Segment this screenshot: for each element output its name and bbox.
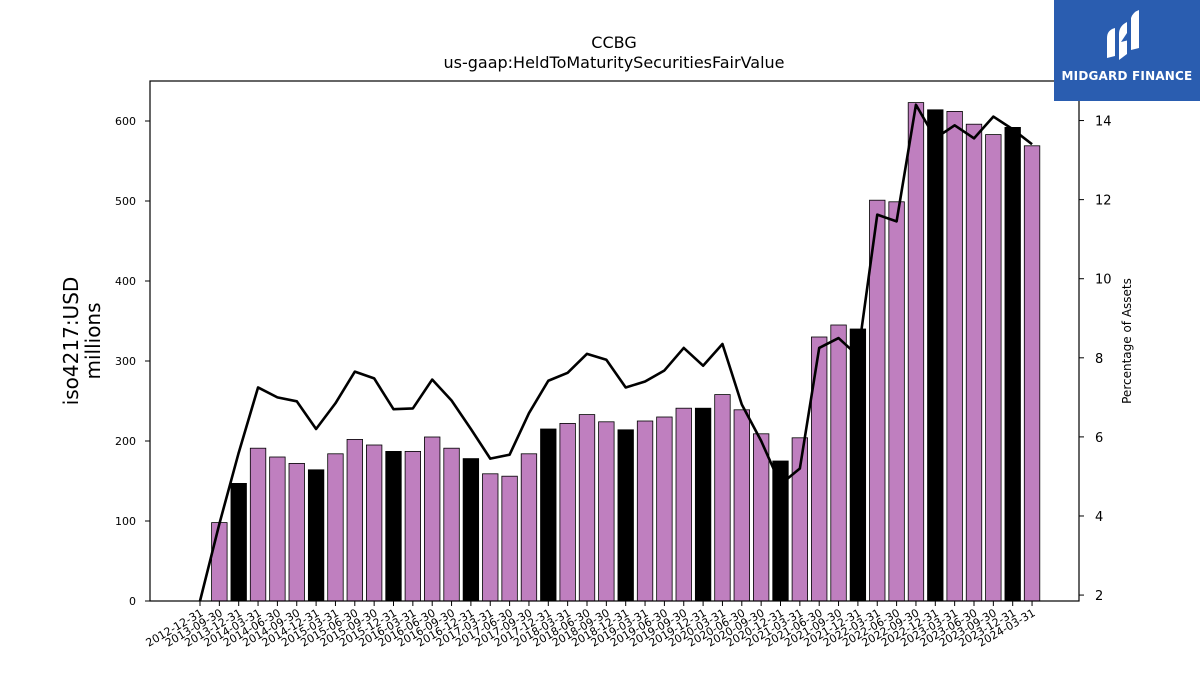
bar-2022-06-30 — [888, 201, 905, 602]
percentage-line — [198, 103, 1033, 602]
y2-tick-label: 6 — [1095, 431, 1103, 446]
y2-tick-label: 14 — [1095, 115, 1112, 130]
y2-tick-label: 10 — [1095, 273, 1112, 288]
chart-title: CCBG — [591, 33, 636, 52]
bar-2024-03-31 — [1023, 145, 1041, 602]
y-axis-label: iso4217:USDmillions — [59, 277, 105, 406]
bar-2018-03-31 — [559, 422, 576, 602]
y-axis-left: 0 100 200 300 400 500 600 — [115, 115, 150, 608]
y-tick-label: 0 — [129, 595, 136, 608]
bar-2022-12-31 — [927, 109, 944, 602]
logo-text: MIDGARD FINANCE — [1061, 69, 1193, 83]
chart-subtitle: us-gaap:HeldToMaturitySecuritiesFairValu… — [443, 53, 784, 72]
y-tick-label: 200 — [115, 435, 136, 448]
bar-2021-09-30 — [830, 324, 847, 602]
y2-tick-label: 8 — [1095, 352, 1103, 367]
bar-2015-06-30 — [346, 438, 363, 602]
bar-2020-06-30 — [733, 409, 750, 602]
y-tick-label: 100 — [115, 515, 136, 528]
bar-2018-06-30 — [578, 414, 596, 602]
bar-2015-12-31 — [385, 450, 402, 602]
x-axis: 2012-12-312013-09-302013-12-312014-03-31… — [144, 601, 1038, 650]
logo-icon — [1107, 10, 1139, 60]
y-tick-label: 500 — [115, 195, 136, 208]
bar-2022-09-30 — [907, 102, 925, 602]
bar-2016-03-31 — [404, 450, 422, 602]
bar-series — [211, 102, 1041, 602]
bar-2016-06-30 — [424, 436, 441, 602]
y2-tick-label: 4 — [1095, 510, 1103, 525]
y2-tick-label: 2 — [1095, 589, 1103, 604]
midgard-finance-logo: MIDGARD FINANCE — [1054, 0, 1200, 101]
bar-2020-03-31 — [714, 394, 731, 602]
bar-2013-12-31 — [230, 482, 247, 602]
bar-2019-09-30 — [675, 407, 692, 602]
plot-frame — [149, 80, 1080, 602]
bar-2015-09-30 — [365, 444, 383, 602]
y-tick-label: 400 — [115, 275, 136, 288]
bar-2023-03-31 — [946, 111, 963, 602]
bar-2018-09-30 — [598, 421, 615, 602]
bar-2019-06-30 — [656, 416, 673, 602]
bar-2016-12-31 — [462, 458, 480, 602]
bar-2021-12-31 — [849, 328, 867, 602]
bar-2015-03-31 — [327, 453, 344, 602]
bar-2020-09-30 — [753, 433, 770, 602]
bar-2016-09-30 — [443, 447, 460, 602]
y-axis-right: 2 4 6 8 10 12 14 — [1079, 115, 1112, 604]
line-series — [198, 103, 1033, 602]
bar-2017-06-30 — [501, 475, 518, 602]
bar-2017-03-31 — [482, 473, 499, 602]
y-tick-label: 600 — [115, 115, 136, 128]
bar-2019-03-31 — [636, 420, 654, 602]
bar-2017-12-31 — [540, 428, 557, 602]
y2-axis-label: Percentage of Assets — [1120, 278, 1134, 404]
bar-2023-09-30 — [985, 134, 1002, 602]
bar-2019-12-31 — [694, 407, 712, 602]
bar-2014-12-31 — [307, 469, 325, 602]
bar-2014-03-31 — [249, 447, 267, 602]
bar-2013-09-30 — [211, 522, 228, 602]
bar-2017-09-30 — [520, 453, 538, 602]
bar-2014-06-30 — [269, 456, 286, 602]
y2-tick-label: 12 — [1095, 194, 1112, 209]
bar-2014-09-30 — [288, 462, 305, 602]
y-tick-label: 300 — [115, 355, 136, 368]
bar-2018-12-31 — [617, 429, 634, 602]
bar-2023-12-31 — [1004, 127, 1021, 602]
bar-2023-06-30 — [965, 123, 983, 602]
